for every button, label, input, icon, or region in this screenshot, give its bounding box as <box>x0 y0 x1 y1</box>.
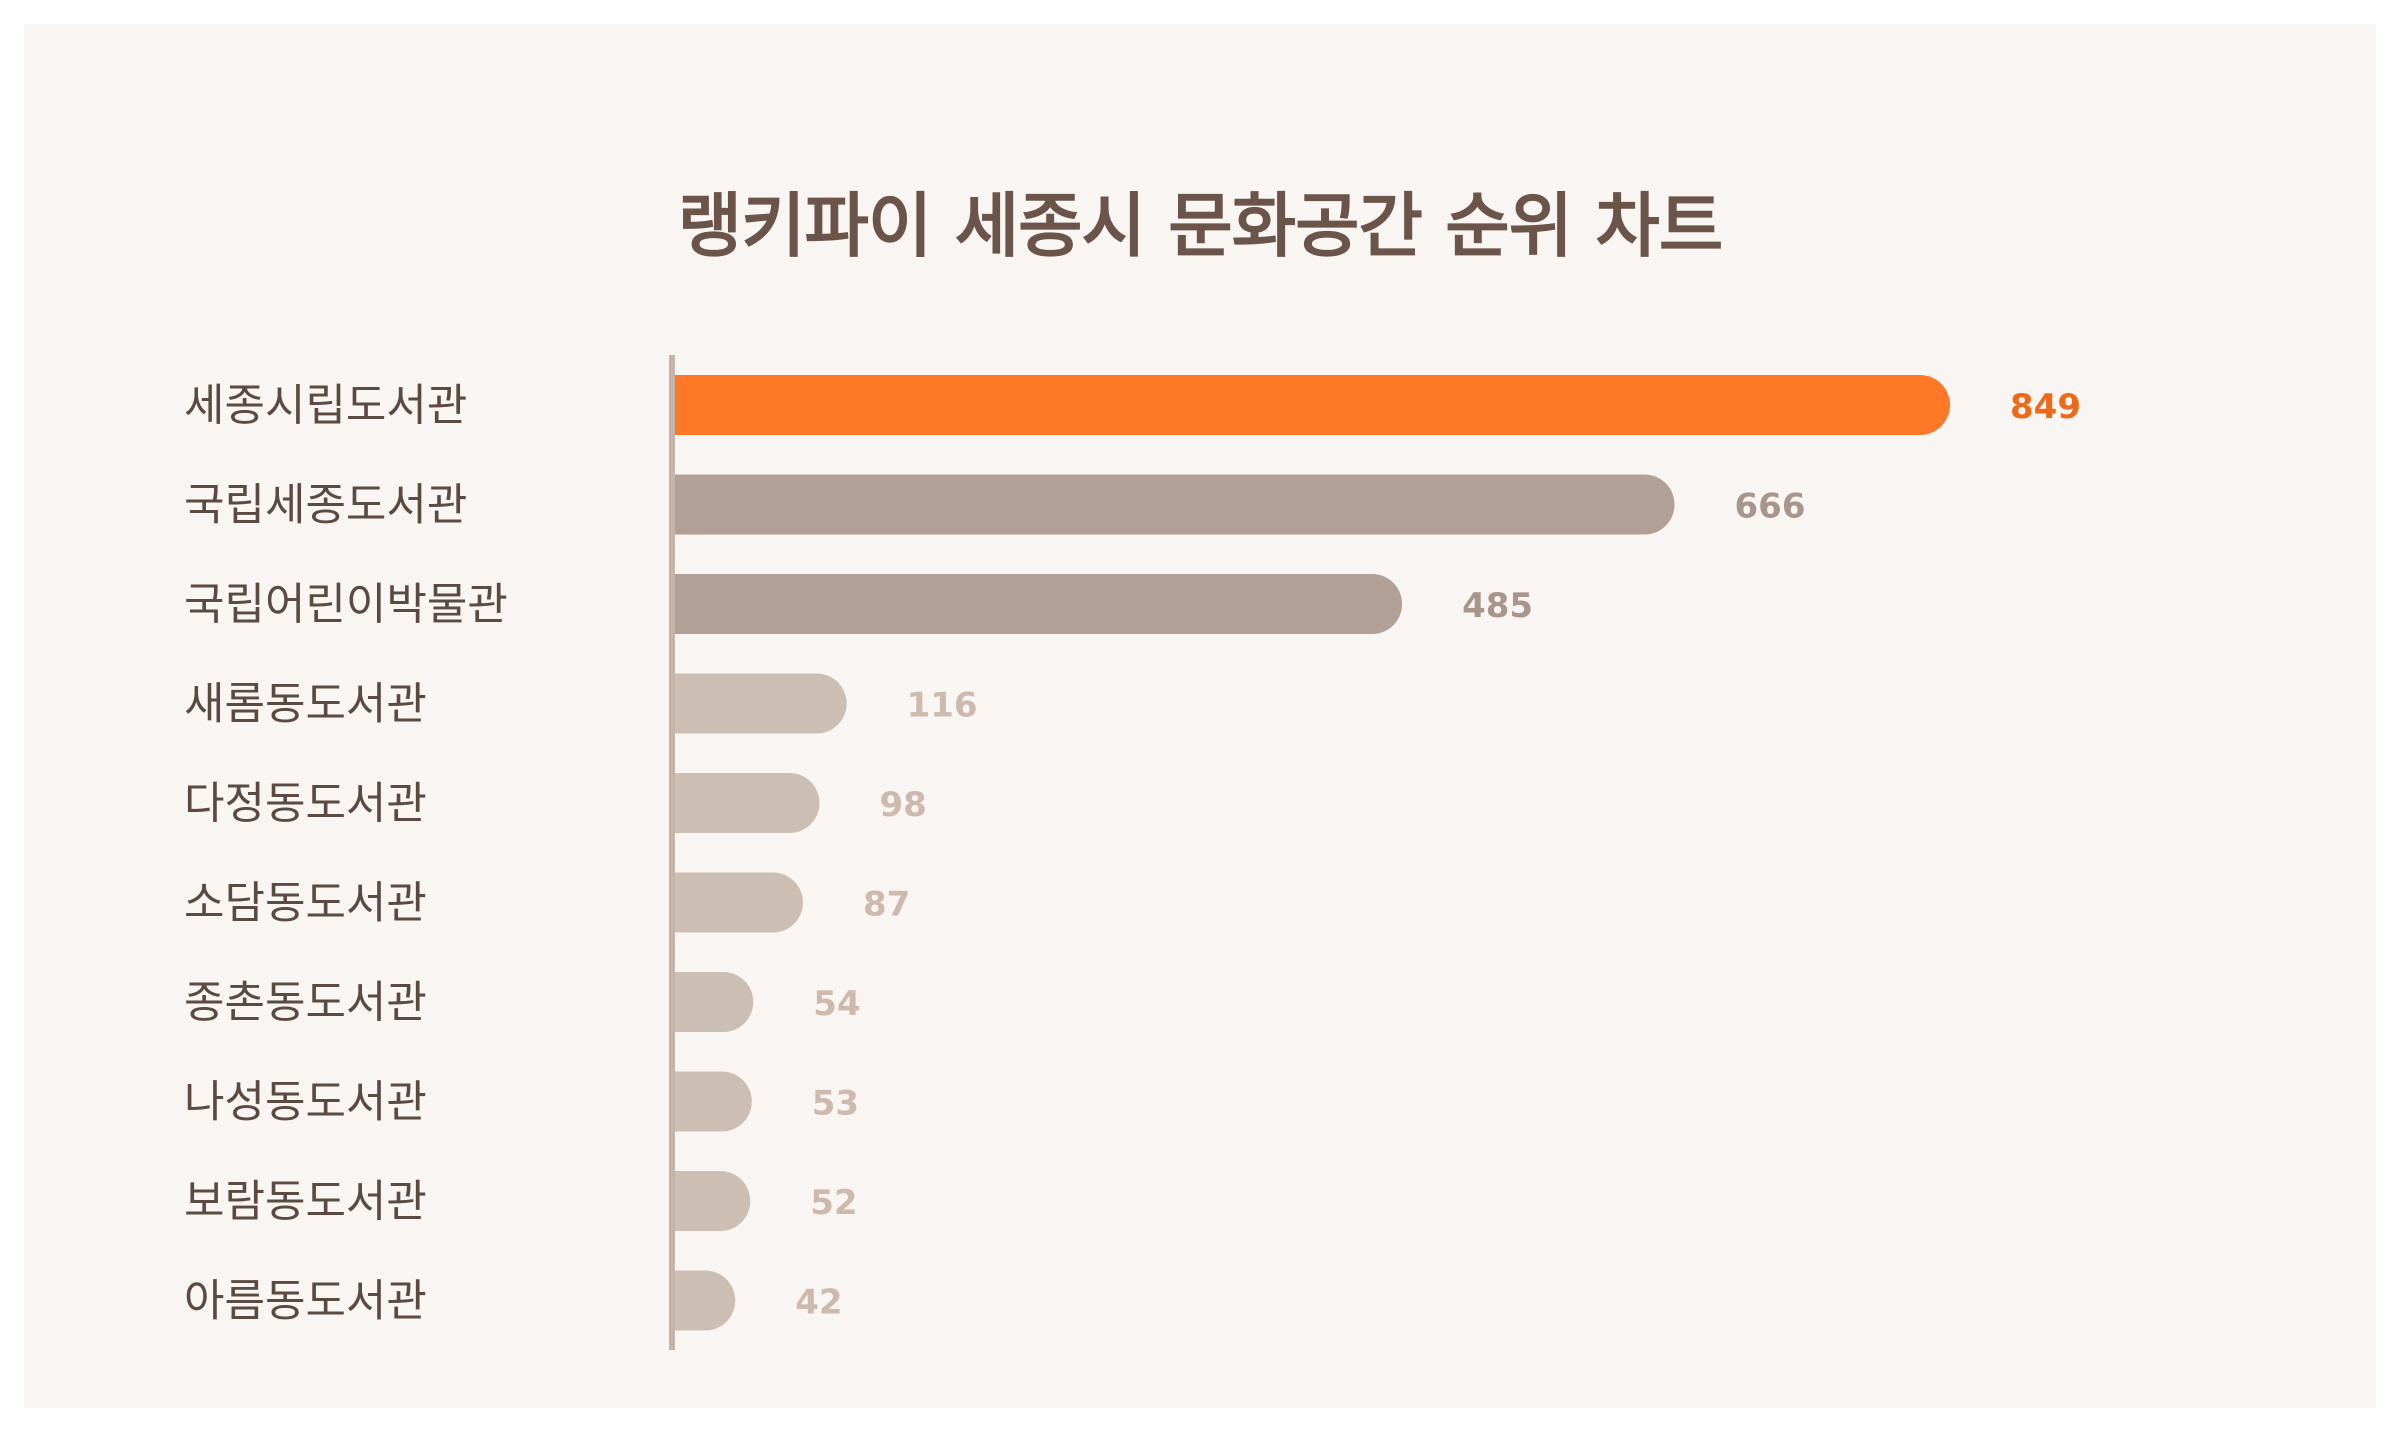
bar <box>672 574 1403 634</box>
chart-panel <box>24 24 2376 1408</box>
value-label: 849 <box>2010 387 2081 427</box>
value-label: 666 <box>1735 487 1806 527</box>
bar <box>672 872 803 933</box>
category-label: 나성동도서관 <box>184 1077 427 1128</box>
value-label: 54 <box>813 984 860 1024</box>
category-label: 국립세종도서관 <box>184 480 467 531</box>
bar <box>672 1071 752 1132</box>
value-label: 53 <box>812 1084 859 1124</box>
category-label: 새롬동도서관 <box>184 679 427 730</box>
value-label: 52 <box>810 1183 857 1223</box>
value-label: 98 <box>880 785 927 825</box>
bar <box>672 673 847 734</box>
bar <box>672 972 754 1032</box>
bar <box>672 1171 751 1231</box>
bar <box>672 773 820 833</box>
chart-title: 랭키파이 세종시 문화공간 순위 차트 <box>677 185 1723 267</box>
bar <box>672 1270 736 1331</box>
category-label: 다정동도서관 <box>184 778 427 829</box>
category-label: 종촌동도서관 <box>184 977 427 1028</box>
value-label: 87 <box>863 885 910 925</box>
category-label: 국립어린이박물관 <box>184 579 508 630</box>
category-label: 세종시립도서관 <box>184 380 467 431</box>
value-label: 116 <box>907 686 978 726</box>
value-label: 42 <box>795 1283 842 1323</box>
value-label: 485 <box>1462 586 1533 626</box>
bar <box>672 375 1950 435</box>
category-label: 보람동도서관 <box>184 1176 427 1227</box>
category-label: 소담동도서관 <box>184 878 427 929</box>
category-label: 아름동도서관 <box>184 1276 427 1327</box>
bar <box>672 474 1675 535</box>
